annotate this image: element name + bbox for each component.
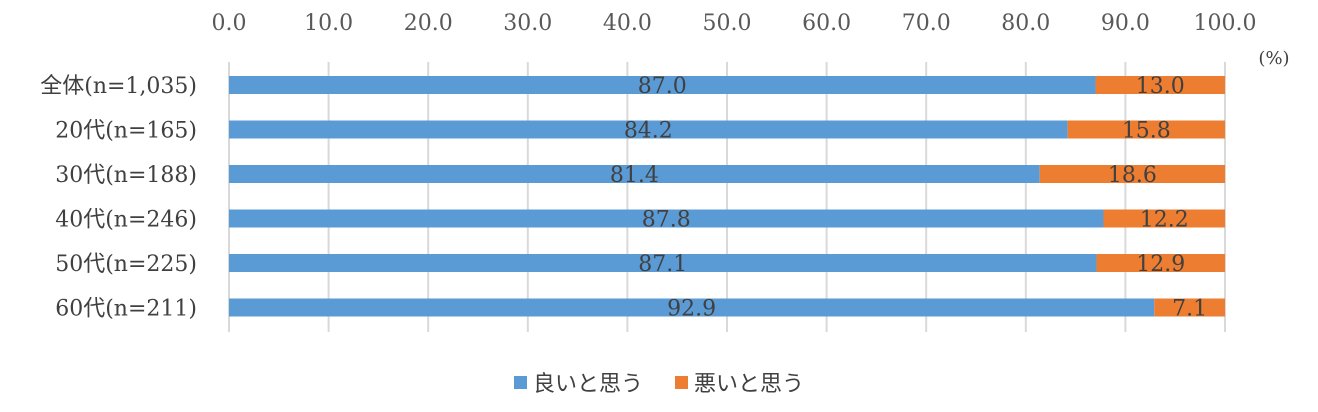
x-tick-label: 70.0 <box>902 11 951 36</box>
data-label: 12.9 <box>1136 252 1185 277</box>
gridlines <box>228 62 1226 332</box>
data-label: 81.4 <box>610 163 659 188</box>
data-label: 87.8 <box>642 208 691 233</box>
x-axis-tick-labels: 0.0 10.0 20.0 30.0 40.0 50.0 60.0 70.0 80.0 90.0 1… <box>212 11 1257 36</box>
data-labels: 87.0 13.0 84.2 15.8 81.4 18.6 87.8 12.2 87.1 12.9… <box>610 74 1207 322</box>
x-tick-label: 30.0 <box>503 11 552 36</box>
category-label: 20代(n=165) <box>55 119 197 144</box>
data-label: 87.0 <box>638 74 687 99</box>
x-tick-label: 90.0 <box>1101 11 1150 36</box>
bar-good <box>229 298 1155 317</box>
bar-bad <box>1039 165 1225 183</box>
unit-label: (%) <box>1258 48 1289 69</box>
category-label: 30代(n=188) <box>55 163 197 188</box>
bar-good <box>229 165 1040 183</box>
data-label: 84.2 <box>624 119 673 144</box>
bar-bad <box>1154 298 1225 317</box>
legend-label-good: 良いと思う <box>532 372 643 397</box>
legend: 良いと思う 悪いと思う <box>0 366 1318 398</box>
legend-swatch-good <box>513 375 527 389</box>
bar-good <box>229 254 1097 272</box>
category-label: 60代(n=211) <box>55 297 197 322</box>
bar-bad <box>1095 76 1225 94</box>
x-tick-label: 20.0 <box>404 11 453 36</box>
bars <box>229 76 1225 317</box>
bar-bad <box>1067 120 1225 139</box>
stacked-bar-chart: 0.0 10.0 20.0 30.0 40.0 50.0 60.0 70.0 80.0 90.0 1… <box>40 11 1290 332</box>
data-label: 12.2 <box>1140 208 1189 233</box>
bar-good <box>229 76 1096 94</box>
bar-good <box>229 120 1068 139</box>
legend-item-good: 良いと思う <box>513 366 643 398</box>
data-label: 15.8 <box>1122 119 1171 144</box>
bar-bad <box>1096 254 1225 272</box>
category-label: 全体(n=1,035) <box>40 74 197 99</box>
data-label: 92.9 <box>667 297 716 322</box>
bar-good <box>229 209 1104 228</box>
x-tick-label: 80.0 <box>1001 11 1050 36</box>
data-label: 18.6 <box>1108 163 1157 188</box>
legend-item-bad: 悪いと思う <box>675 366 804 398</box>
category-labels: 全体(n=1,035) 20代(n=165) 30代(n=188) 40代(n=246… <box>40 74 197 322</box>
x-tick-label: 50.0 <box>703 11 752 36</box>
data-label: 13.0 <box>1136 74 1185 99</box>
legend-swatch-bad <box>675 375 688 389</box>
x-tick-label: 40.0 <box>603 11 652 36</box>
category-label: 50代(n=225) <box>55 252 197 277</box>
bar-bad <box>1103 209 1225 228</box>
category-label: 40代(n=246) <box>55 208 197 233</box>
x-tick-label: 10.0 <box>304 11 353 36</box>
data-label: 7.1 <box>1172 297 1207 322</box>
legend-label-bad: 悪いと思う <box>694 372 805 397</box>
x-tick-label: 0.0 <box>212 11 247 36</box>
x-tick-label: 100.0 <box>1194 11 1257 36</box>
x-tick-label: 60.0 <box>802 11 851 36</box>
data-label: 87.1 <box>638 252 687 277</box>
